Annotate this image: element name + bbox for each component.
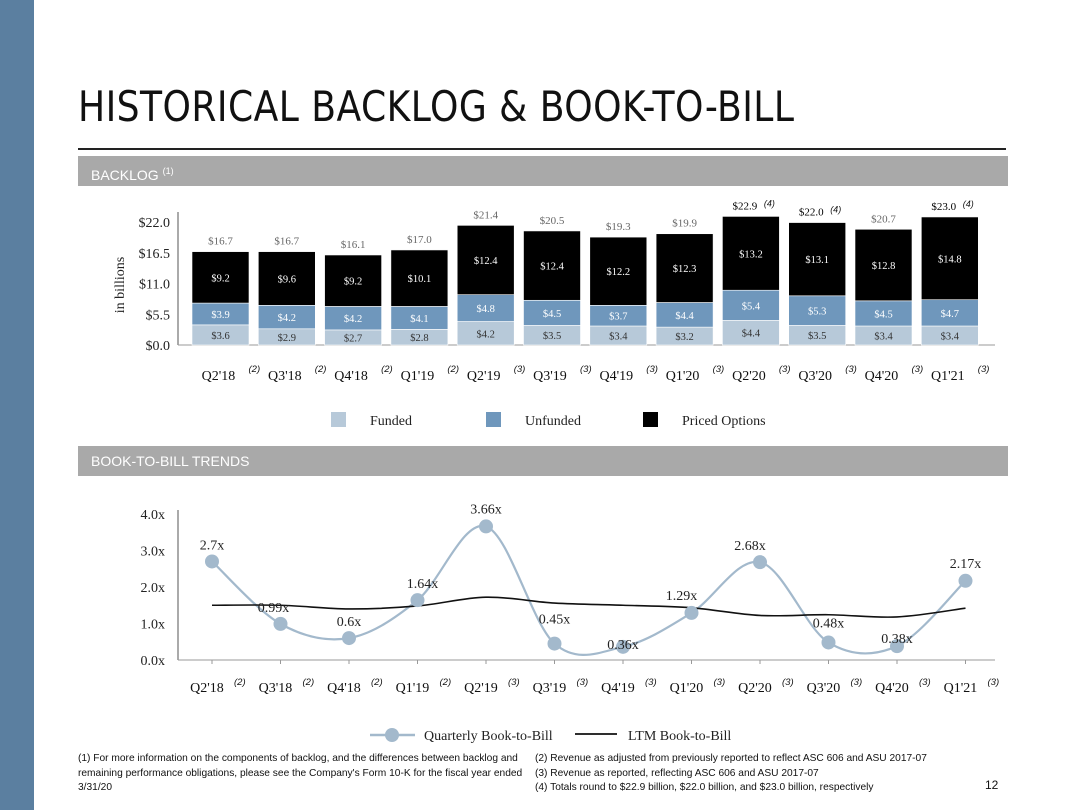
page-number: 12 [985,778,998,792]
btb-data-label: 1.64x [407,577,439,592]
btb-category-note: (3) [645,677,657,688]
btb-category-label: Q3'19 [533,681,567,696]
btb-category-label: Q2'18 [190,681,224,696]
btb-category-label: Q4'20 [875,681,909,696]
btb-data-label: 0.6x [337,615,362,630]
btb-category-note: (3) [714,677,726,688]
btb-data-label: 1.29x [666,589,698,604]
btb-category-label: Q4'18 [327,681,361,696]
btb-quarterly-point [959,574,973,588]
btb-category-note: (2) [234,677,246,688]
btb-quarterly-point [274,617,288,631]
btb-category-note: (3) [577,677,589,688]
btb-quarterly-line [212,526,966,655]
btb-quarterly-point [753,555,767,569]
btb-category-note: (3) [919,677,931,688]
btb-quarterly-point [685,606,699,620]
btb-y-tick-label: 3.0x [141,545,166,560]
footnotes-right: (2) Revenue as adjusted from previously … [535,752,955,796]
btb-data-label: 0.45x [539,613,571,628]
btb-y-tick-label: 2.0x [141,581,166,596]
btb-category-note: (2) [440,677,452,688]
btb-quarterly-point [205,554,219,568]
btb-y-tick-label: 0.0x [141,654,166,669]
btb-category-note: (2) [371,677,383,688]
btb-category-label: Q1'20 [670,681,704,696]
btb-data-label: 2.17x [950,557,982,572]
footnote-4: (4) Totals round to $22.9 billion, $22.0… [535,781,955,796]
btb-category-label: Q4'19 [601,681,635,696]
btb-category-label: Q1'21 [944,681,978,696]
btb-category-note: (3) [851,677,863,688]
btb-category-label: Q2'20 [738,681,772,696]
btb-category-note: (3) [508,677,520,688]
btb-data-label: 0.48x [813,616,845,631]
btb-data-label: 3.66x [470,502,502,517]
btb-ltm-line [212,597,966,617]
btb-category-note: (2) [303,677,315,688]
btb-data-label: 0.38x [881,632,913,647]
btb-quarterly-point [479,519,493,533]
btb-y-tick-label: 4.0x [141,508,166,523]
btb-quarterly-point [822,635,836,649]
footnote-1: (1) For more information on the componen… [78,752,538,796]
btb-data-label: 0.99x [258,601,290,616]
btb-category-label: Q1'19 [396,681,430,696]
footnote-2: (2) Revenue as adjusted from previously … [535,752,955,767]
btb-data-label: 2.68x [734,539,766,554]
btb-legend-quarterly-label: Quarterly Book-to-Bill [424,729,553,744]
btb-category-label: Q2'19 [464,681,498,696]
btb-category-note: (3) [782,677,794,688]
book-to-bill-chart: 0.0x 1.0x 2.0x 3.0x 4.0x 2.7x 0.99x 0.6x 1.64x 3.… [0,0,1080,760]
btb-legend-ltm-label: LTM Book-to-Bill [628,729,731,744]
footnote-3: (3) Revenue as reported, reflecting ASC … [535,767,955,782]
btb-category-note: (3) [988,677,1000,688]
btb-quarterly-point [342,631,356,645]
btb-category-label: Q3'18 [259,681,293,696]
btb-data-label: 2.7x [200,538,225,553]
btb-legend-quarterly-marker [385,728,399,742]
btb-data-label: 0.36x [607,638,639,653]
btb-category-label: Q3'20 [807,681,841,696]
btb-y-tick-label: 1.0x [141,618,166,633]
btb-quarterly-point [411,593,425,607]
btb-quarterly-point [548,637,562,651]
